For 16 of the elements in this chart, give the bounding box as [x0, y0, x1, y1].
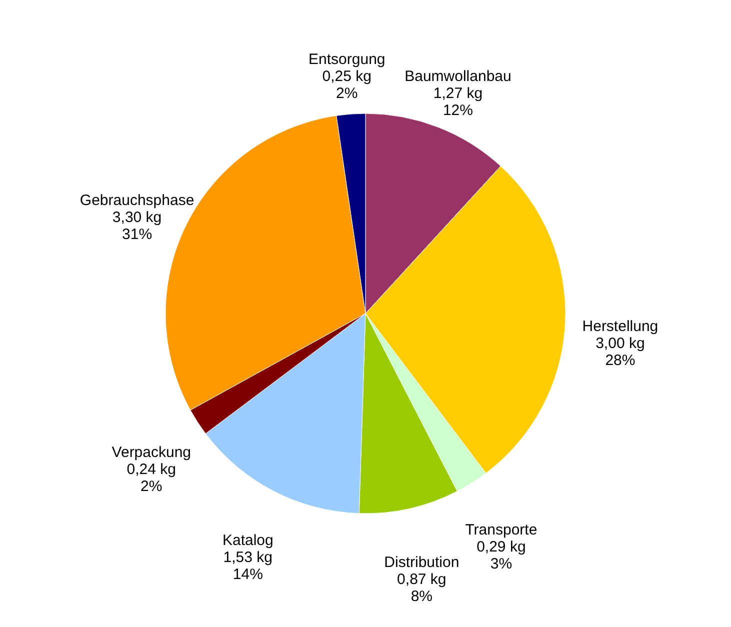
slice-label: Gebrauchsphase: [80, 192, 194, 210]
slice-label: Transporte: [465, 521, 538, 538]
slice-label: Katalog: [222, 532, 274, 549]
data-label: 0,29 kg 3%: [476, 538, 526, 572]
slice-label: Distribution: [384, 554, 460, 572]
slice-label: Entsorgung: [308, 51, 386, 68]
data-label: 0,24 kg 2%: [126, 461, 176, 496]
data-label: 3,30 kg 31%: [112, 209, 162, 244]
data-label: 0,87 kg 8%: [397, 571, 446, 606]
data-label: 0,25 kg 2%: [322, 68, 372, 102]
slice-label: Herstellung: [582, 318, 658, 335]
data-label: 3,00 kg 28%: [596, 334, 645, 369]
data-label: 1,53 kg 14%: [223, 548, 273, 583]
slice-label: Verpackung: [112, 444, 192, 462]
data-label: 1,27 kg 12%: [433, 84, 483, 119]
slice-label: Baumwollanbau: [404, 68, 512, 85]
